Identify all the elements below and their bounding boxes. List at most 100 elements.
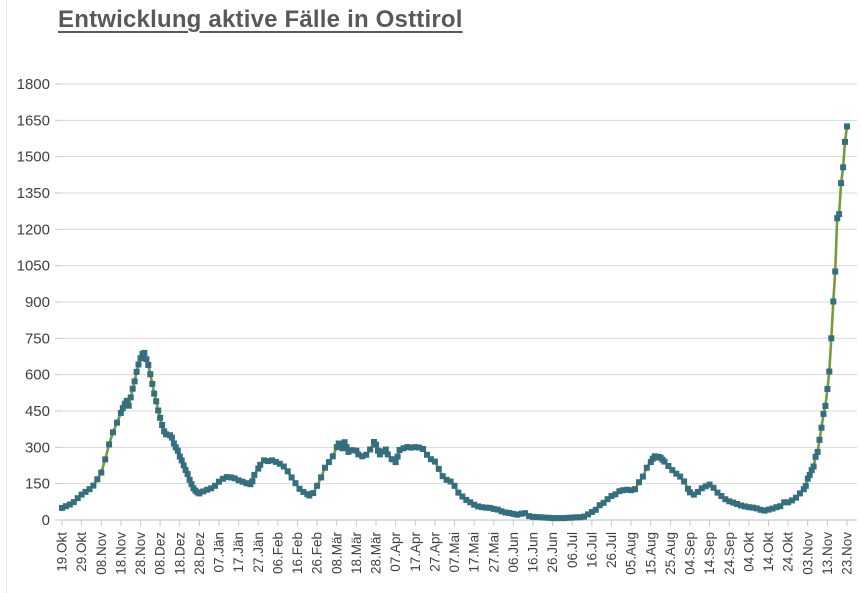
data-point-marker [243, 480, 250, 487]
data-point-marker [749, 504, 756, 511]
data-point-marker [447, 478, 454, 485]
data-point-marker [339, 445, 346, 452]
data-point-marker [176, 453, 183, 460]
data-point-marker [280, 463, 287, 470]
x-axis-tick-label: 07.Mai [447, 532, 462, 573]
data-point-marker [673, 470, 680, 477]
data-point-marker [796, 490, 803, 497]
x-axis-tick-label: 29.Okt [74, 532, 89, 572]
data-point-marker [557, 515, 564, 522]
data-point-marker [639, 473, 646, 480]
data-point-marker [114, 419, 120, 426]
data-point-marker [757, 506, 764, 513]
y-axis-tick-label: 900 [25, 294, 50, 311]
data-point-marker [223, 474, 230, 481]
x-axis-tick-label: 28.Mär [369, 532, 384, 575]
x-axis-tick-label: 03.Nov [800, 532, 815, 575]
data-point-marker [826, 368, 833, 375]
data-point-marker [738, 502, 744, 509]
y-axis-tick-label: 1500 [17, 149, 50, 166]
data-point-marker [296, 485, 303, 492]
data-point-marker [600, 499, 607, 506]
data-point-marker [235, 477, 242, 484]
data-point-marker [687, 489, 693, 496]
data-point-marker [828, 335, 835, 342]
data-point-marker [276, 460, 283, 467]
x-axis-tick-label: 18.Mär [349, 532, 364, 575]
data-point-marker [620, 487, 627, 494]
data-point-marker [734, 501, 741, 507]
data-point-marker [616, 488, 623, 495]
data-point-marker [174, 447, 181, 454]
data-point-marker [585, 511, 591, 518]
data-point-marker [714, 489, 721, 496]
data-point-marker [486, 504, 493, 511]
x-axis-tick-label: 18.Nov [113, 532, 128, 575]
data-point-marker [102, 456, 109, 463]
x-axis-tick-label: 26.Feb [310, 532, 325, 574]
data-point-marker [345, 448, 352, 455]
data-point-marker [106, 441, 113, 448]
data-point-marker [427, 456, 434, 463]
data-point-marker [753, 505, 760, 512]
data-point-marker [722, 496, 729, 503]
data-point-marker [816, 436, 823, 443]
data-point-marker [306, 492, 313, 499]
data-point-marker [147, 371, 154, 378]
data-point-marker [288, 474, 295, 481]
data-point-marker [804, 475, 811, 482]
data-point-marker [832, 268, 839, 275]
x-axis-tick-label: 23.Nov [840, 532, 855, 575]
data-point-marker [435, 465, 442, 472]
x-axis-tick-label: 17.Jän [231, 532, 246, 573]
data-point-marker [127, 394, 134, 401]
data-point-marker [677, 473, 684, 480]
data-point-marker [349, 447, 356, 454]
data-point-marker [284, 468, 291, 475]
data-point-marker [353, 447, 360, 454]
data-point-marker [810, 463, 817, 470]
data-point-marker [82, 488, 89, 495]
x-axis-tick-label: 14.Sep [702, 532, 717, 575]
x-axis-tick-label: 07.Apr [388, 532, 403, 572]
data-point-marker [314, 482, 321, 489]
data-point-marker [110, 429, 116, 436]
data-point-marker [777, 503, 784, 510]
x-axis-tick-label: 14.Okt [761, 532, 776, 572]
data-point-marker [706, 481, 713, 488]
y-axis-tick-label: 750 [25, 330, 50, 347]
data-point-marker [785, 499, 792, 506]
data-point-marker [431, 458, 438, 465]
x-axis-tick-label: 08.Mär [329, 532, 344, 575]
x-axis-tick-label: 27.Mai [486, 532, 501, 573]
data-point-marker [216, 478, 222, 485]
data-point-marker [573, 514, 580, 521]
data-point-marker [123, 397, 130, 404]
data-point-marker [359, 453, 366, 460]
data-point-marker [135, 361, 142, 368]
x-axis-tick-label: 27.Jän [251, 532, 266, 573]
data-point-marker [163, 431, 169, 438]
data-point-marker [463, 496, 470, 503]
data-point-marker [632, 486, 638, 493]
data-point-marker [820, 410, 827, 417]
data-point-marker [74, 495, 81, 502]
data-point-marker [624, 486, 631, 493]
data-point-marker [490, 505, 497, 512]
data-point-marker [730, 499, 737, 506]
y-axis-tick-label: 1650 [17, 112, 50, 129]
data-point-marker [685, 485, 691, 492]
y-axis-tick-label: 1200 [17, 221, 50, 238]
data-point-marker [170, 440, 177, 447]
x-axis-tick-label: 28.Nov [133, 532, 148, 575]
data-point-marker [802, 482, 809, 489]
data-point-marker [502, 509, 509, 516]
data-point-marker [337, 441, 344, 448]
data-point-marker [94, 476, 101, 483]
data-point-marker [300, 488, 307, 495]
data-point-marker [781, 499, 788, 506]
x-axis-tick-label: 08.Dez [153, 532, 168, 575]
data-point-marker [661, 458, 668, 465]
x-axis-tick-label: 05.Aug [624, 532, 639, 575]
